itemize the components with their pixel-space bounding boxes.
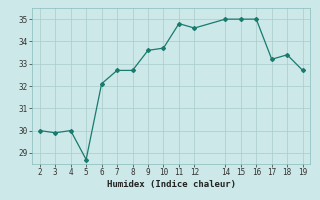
- X-axis label: Humidex (Indice chaleur): Humidex (Indice chaleur): [107, 180, 236, 189]
